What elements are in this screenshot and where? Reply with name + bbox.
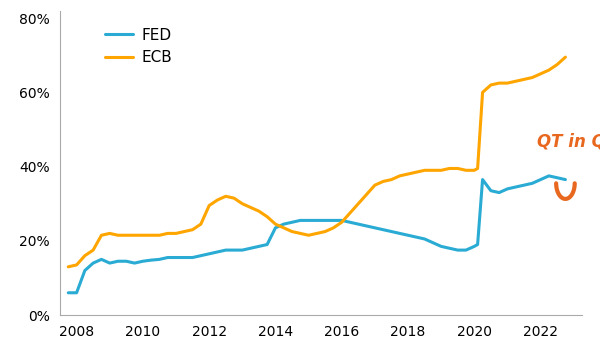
ECB [496,81,503,85]
ECB [554,62,561,67]
ECB [562,55,569,59]
FED [496,190,503,195]
Line: FED: FED [68,176,565,293]
ECB [65,265,72,269]
Text: QT in Q3?: QT in Q3? [537,132,600,150]
ECB [164,231,172,236]
FED [106,261,113,265]
FED [562,178,569,182]
ECB [371,183,379,187]
ECB [106,231,113,236]
FED [164,255,172,260]
Line: ECB: ECB [68,57,565,267]
FED [545,174,553,178]
FED [65,291,72,295]
FED [313,218,320,223]
FED [371,226,379,230]
ECB [197,222,205,226]
FED [197,253,205,258]
Legend: FED, ECB: FED, ECB [99,21,179,71]
